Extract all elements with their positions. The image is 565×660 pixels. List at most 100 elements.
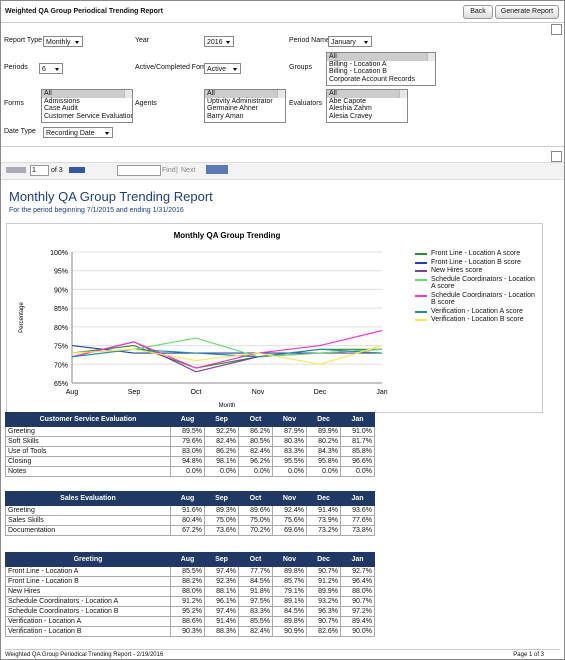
cell-value: 96.1%	[204, 596, 239, 607]
legend-swatch	[415, 278, 427, 281]
field-label: Agents	[135, 100, 157, 107]
page-input[interactable]: 1	[30, 165, 49, 176]
list-option: Aleshia Zahm	[329, 105, 372, 112]
row-label: Schedule Coordinators - Location A	[5, 596, 171, 607]
nav-next-last[interactable]	[69, 167, 85, 173]
cell-value: 90.7%	[340, 596, 375, 607]
listbox[interactable]: All Uptivity Administrator Germaine Ahner B…	[204, 89, 286, 123]
dropdown[interactable]: Recording Date	[43, 127, 113, 138]
cell-value: 89.9%	[306, 426, 341, 437]
legend-label: Front Line - Location B score	[431, 258, 521, 266]
cell-value: 80.5%	[238, 436, 273, 447]
x-tick-label: Aug	[66, 389, 79, 396]
cell-value: 96.2%	[238, 456, 273, 467]
listbox[interactable]: All Billing - Location A Billing - Locatio…	[326, 52, 436, 86]
column-header: Aug	[170, 412, 205, 427]
list-option: Billing - Location B	[329, 68, 387, 75]
cell-value: 95.8%	[306, 456, 341, 467]
column-header: Sep	[204, 491, 239, 506]
cell-value: 83.3%	[272, 446, 307, 457]
legend-item: Schedule Coordinators - Location B score	[415, 292, 535, 307]
footer-left: Weighted QA Group Periodical Trending Re…	[5, 652, 164, 658]
cell-value: 89.1%	[272, 596, 307, 607]
column-header: Oct	[238, 552, 273, 567]
back-button[interactable]: Back	[463, 5, 493, 19]
cell-value: 90.9%	[272, 626, 307, 637]
column-header: Dec	[306, 412, 341, 427]
find-input[interactable]	[117, 165, 161, 176]
cell-value: 93.6%	[340, 505, 375, 516]
nav-first-prev[interactable]	[6, 167, 26, 173]
row-label: Soft Skills	[5, 436, 171, 447]
column-header: Sep	[204, 552, 239, 567]
dropdown[interactable]: 6	[39, 63, 63, 74]
legend-swatch	[415, 270, 427, 272]
column-header: Jan	[340, 491, 375, 506]
cell-value: 89.8%	[272, 616, 307, 627]
cell-value: 90.0%	[340, 626, 375, 637]
row-label: Front Line - Location B	[5, 576, 171, 587]
list-option: Billing - Location A	[329, 60, 387, 68]
cell-value: 90.7%	[306, 566, 341, 577]
scrollbar	[399, 90, 407, 98]
column-header: Oct	[238, 491, 273, 506]
next-link[interactable]: Next	[181, 167, 196, 174]
column-header: Jan	[340, 412, 375, 427]
header-row: Sales Evaluation Aug Sep Oct Nov Dec Jan	[5, 491, 375, 506]
field-label: Active/Completed Forms	[135, 64, 212, 71]
legend-swatch	[415, 319, 427, 321]
cell-value: 85.8%	[340, 446, 375, 457]
row-label: Verification - Location B	[5, 626, 171, 637]
generate-button[interactable]: Generate Report	[495, 5, 559, 19]
column-header: Oct	[238, 412, 273, 427]
table-row: Front Line - Location B 88.2% 92.3% 84.5% 85…	[5, 576, 375, 587]
cell-value: 0.0%	[204, 466, 239, 477]
cell-value: 88.0%	[170, 586, 205, 597]
row-label: Closing	[5, 456, 171, 467]
cell-value: 85.5%	[238, 616, 273, 627]
dropdown[interactable]: January	[328, 36, 372, 47]
header-row: Greeting Aug Sep Oct Nov Dec Jan	[5, 552, 375, 567]
title-bar	[1, 1, 564, 23]
cell-value: 96.3%	[306, 606, 341, 617]
cell-value: 96.4%	[340, 576, 375, 587]
cell-value: 91.2%	[306, 576, 341, 587]
cell-value: 82.4%	[238, 626, 273, 637]
y-tick-label: 75%	[54, 344, 68, 351]
cell-value: 90.7%	[306, 616, 341, 627]
cell-value: 88.6%	[170, 616, 205, 627]
y-tick-label: 85%	[54, 306, 68, 313]
y-tick-label: 95%	[54, 269, 68, 276]
legend-item: Verification - Location A score	[415, 308, 535, 316]
cell-value: 84.5%	[272, 606, 307, 617]
dropdown[interactable]: 2016	[204, 36, 234, 47]
row-label: Greeting	[5, 426, 171, 437]
legend-item: Front Line - Location B score	[415, 259, 535, 267]
dropdown[interactable]: Active	[204, 63, 241, 74]
cell-value: 84.3%	[306, 446, 341, 457]
cell-value: 84.5%	[238, 576, 273, 587]
cell-value: 89.6%	[238, 505, 273, 516]
cell-value: 91.4%	[204, 616, 239, 627]
listbox[interactable]: All Admissions Case Audit Customer Service …	[41, 89, 133, 123]
cell-value: 77.6%	[340, 515, 375, 526]
collapse-icon[interactable]	[551, 24, 562, 35]
column-header: Nov	[272, 552, 307, 567]
find-link[interactable]: Find	[162, 167, 176, 174]
cell-value: 96.6%	[340, 456, 375, 467]
y-tick-label: 80%	[54, 325, 68, 332]
column-header: Sep	[204, 412, 239, 427]
cell-value: 91.0%	[340, 426, 375, 437]
export-icon[interactable]	[206, 165, 228, 174]
listbox[interactable]: All Abe Capote Aleshia Zahm Alesia Cravey	[326, 89, 408, 123]
expand-icon[interactable]	[551, 151, 562, 162]
cell-value: 91.8%	[238, 586, 273, 597]
table-row: Soft Skills 79.6% 82.4% 80.5% 80.3% 80.2% 81.7…	[5, 436, 375, 447]
cell-value: 92.3%	[204, 576, 239, 587]
field-label: Year	[135, 37, 150, 44]
dropdown[interactable]: Monthly	[43, 36, 83, 47]
cell-value: 95.2%	[170, 606, 205, 617]
cell-value: 87.9%	[272, 426, 307, 437]
cell-value: 77.7%	[238, 566, 273, 577]
